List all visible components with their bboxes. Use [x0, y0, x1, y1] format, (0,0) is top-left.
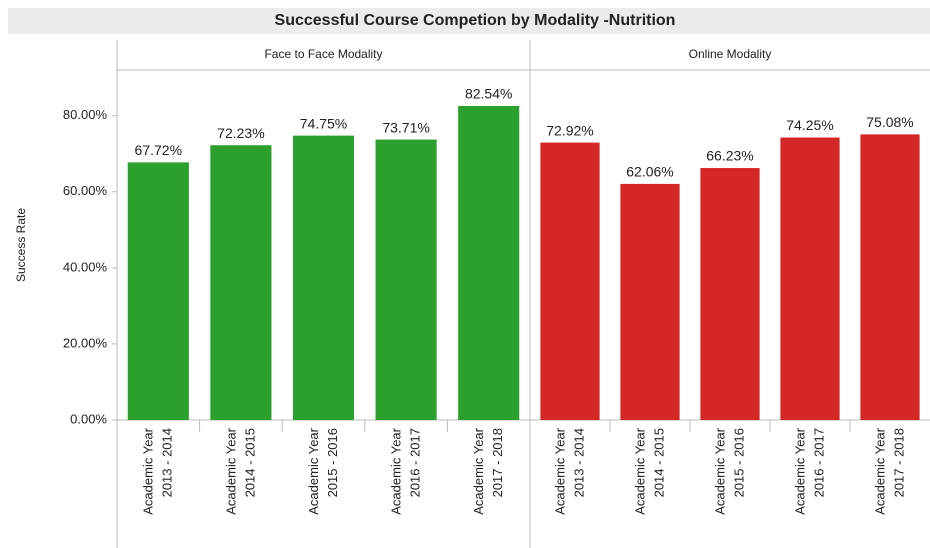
- panel-header: Face to Face Modality: [264, 47, 382, 61]
- x-tick-label: Academic Year: [632, 427, 647, 514]
- bar: [860, 134, 920, 420]
- bar: [458, 105, 520, 420]
- value-label: 62.06%: [626, 164, 673, 180]
- y-tick-label: 0.00%: [70, 411, 107, 426]
- value-label: 82.54%: [465, 86, 512, 102]
- x-tick-label: Academic Year: [141, 427, 156, 514]
- y-tick-label: 40.00%: [63, 259, 108, 274]
- value-label: 72.92%: [546, 122, 593, 138]
- x-tick-label: 2016 - 2017: [408, 428, 423, 497]
- panel-header: Online Modality: [689, 47, 772, 61]
- bar: [700, 168, 760, 420]
- bar: [210, 145, 272, 420]
- x-tick-label: Academic Year: [223, 427, 238, 514]
- x-tick-label: Academic Year: [872, 427, 887, 514]
- x-tick-label: Academic Year: [712, 427, 727, 514]
- x-tick-label: Academic Year: [792, 427, 807, 514]
- bar: [127, 162, 189, 420]
- x-tick-label: 2017 - 2018: [891, 428, 906, 497]
- x-tick-label: Academic Year: [389, 427, 404, 514]
- x-tick-label: 2014 - 2015: [242, 428, 257, 497]
- x-tick-label: 2013 - 2014: [160, 428, 175, 497]
- value-label: 74.25%: [786, 117, 833, 133]
- value-label: 66.23%: [706, 148, 753, 164]
- x-tick-label: 2015 - 2016: [731, 428, 746, 497]
- value-label: 67.72%: [135, 142, 182, 158]
- value-label: 75.08%: [866, 114, 913, 130]
- x-tick-label: 2015 - 2016: [325, 428, 340, 497]
- y-tick-label: 80.00%: [63, 107, 108, 122]
- bar: [620, 183, 680, 420]
- x-tick-label: Academic Year: [471, 427, 486, 514]
- y-tick-label: 20.00%: [63, 335, 108, 350]
- chart-title: Successful Course Competion by Modality …: [275, 12, 676, 29]
- value-label: 74.75%: [300, 115, 347, 131]
- bar: [375, 139, 437, 420]
- bar: [540, 142, 600, 420]
- title-bar: [8, 8, 930, 34]
- y-tick-label: 60.00%: [63, 183, 108, 198]
- x-tick-label: Academic Year: [552, 427, 567, 514]
- value-label: 73.71%: [382, 119, 429, 135]
- x-tick-label: 2014 - 2015: [651, 428, 666, 497]
- y-axis-label: Success Rate: [14, 208, 28, 282]
- x-tick-label: 2016 - 2017: [811, 428, 826, 497]
- bar: [780, 137, 840, 421]
- bar: [292, 135, 355, 420]
- value-label: 72.23%: [217, 125, 264, 141]
- x-tick-label: Academic Year: [306, 427, 321, 514]
- x-tick-label: 2013 - 2014: [571, 428, 586, 497]
- x-tick-label: 2017 - 2018: [490, 428, 505, 497]
